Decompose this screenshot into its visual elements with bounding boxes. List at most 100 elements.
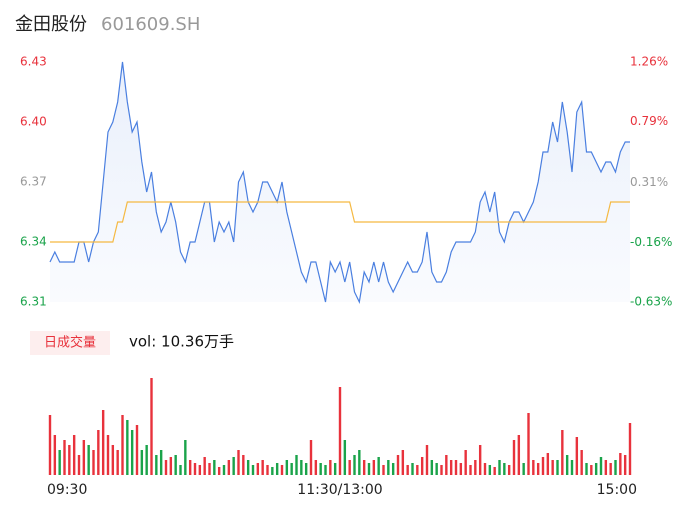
volume-bar	[222, 465, 226, 475]
volume-summary: vol: 10.36万手	[129, 333, 234, 351]
volume-bar	[377, 457, 380, 475]
volume-bar	[77, 455, 81, 475]
volume-bar	[237, 450, 240, 475]
x-tick-label: 11:30/13:00	[297, 482, 382, 498]
volume-bar	[338, 387, 342, 475]
volume-bar	[449, 460, 453, 475]
volume-bar	[82, 440, 86, 475]
volume-bar	[348, 460, 351, 475]
volume-bar	[242, 455, 245, 475]
volume-bar	[474, 460, 477, 475]
volume-bar	[164, 460, 168, 475]
price-line	[49, 61, 630, 304]
stock-code: 601609.SH	[101, 14, 200, 35]
volume-bar	[324, 465, 327, 475]
volume-bar	[280, 465, 284, 475]
volume-bar	[435, 463, 438, 475]
volume-bar	[188, 460, 192, 475]
volume-bar	[179, 465, 182, 475]
volume-bar	[290, 463, 293, 475]
volume-bar	[329, 460, 332, 475]
volume-bar	[155, 455, 158, 475]
volume-bar	[561, 430, 564, 475]
y2-tick-label: 1.26%	[630, 55, 668, 69]
volume-bar	[416, 465, 419, 475]
volume-bar	[130, 430, 134, 475]
volume-bar	[411, 463, 414, 475]
y2-tick-label: -0.63%	[630, 295, 672, 309]
volume-bar	[140, 450, 144, 475]
volume-bar	[169, 457, 173, 475]
volume-bar	[527, 413, 530, 475]
volume-bar	[304, 463, 308, 475]
stock-name: 金田股份	[15, 14, 87, 35]
volume-bar	[594, 463, 598, 475]
y2-tick-label: 0.31%	[630, 175, 668, 189]
volume-bar	[430, 460, 434, 475]
volume-bar	[121, 415, 124, 475]
volume-bar	[295, 455, 298, 475]
volume-bar	[445, 455, 448, 475]
volume-bar	[546, 453, 550, 475]
volume-bar	[87, 445, 90, 475]
volume-bar	[217, 467, 221, 475]
y2-tick-label: 0.79%	[630, 114, 668, 128]
y-tick-label: 6.37	[20, 175, 47, 189]
volume-bar	[203, 457, 206, 475]
y-tick-label: 6.43	[20, 55, 47, 69]
volume-bar	[343, 440, 347, 475]
volume-bar	[590, 465, 593, 475]
volume-bar	[556, 460, 559, 475]
volume-bar	[266, 465, 269, 475]
x-tick-label: 09:30	[47, 482, 87, 498]
volume-bar	[575, 437, 579, 475]
volume-bar	[396, 455, 400, 475]
volume-bar	[488, 465, 492, 475]
volume-bar	[614, 460, 617, 475]
volume-bar	[150, 378, 153, 475]
volume-bar	[92, 450, 95, 475]
volume-bar	[184, 440, 187, 475]
x-tick-label: 15:00	[597, 482, 637, 498]
volume-bar	[522, 463, 525, 475]
volume-bar	[406, 465, 409, 475]
y-tick-label: 6.40	[20, 115, 47, 129]
volume-bar	[256, 463, 260, 475]
volume-bar	[454, 460, 458, 475]
volume-bar	[623, 455, 627, 475]
volume-bar	[512, 440, 516, 475]
volume-bar	[106, 435, 110, 475]
volume-bar	[493, 467, 496, 475]
volume-bar	[227, 460, 231, 475]
volume-bar	[97, 430, 100, 475]
volume-bar	[126, 420, 129, 475]
volume-bar	[285, 460, 289, 475]
volume-bar	[585, 463, 588, 475]
volume-bar	[309, 440, 313, 475]
volume-bar	[53, 435, 57, 475]
volume-bar	[314, 460, 318, 475]
volume-bar	[193, 463, 197, 475]
volume-bar	[159, 450, 163, 475]
volume-bar	[198, 465, 202, 475]
volume-bar	[599, 457, 603, 475]
volume-bar	[580, 450, 583, 475]
volume-bar	[353, 455, 356, 475]
volume-label-box	[30, 331, 110, 355]
volume-bar	[609, 463, 612, 475]
volume-bar	[619, 453, 622, 475]
volume-bar	[464, 450, 467, 475]
y-tick-label: 6.34	[20, 235, 47, 249]
volume-bar	[551, 460, 554, 475]
volume-bar	[251, 465, 255, 475]
volume-bar	[58, 450, 61, 475]
volume-bar	[532, 460, 535, 475]
volume-bar	[478, 445, 482, 475]
volume-bar	[101, 410, 105, 475]
average-line	[50, 201, 630, 243]
volume-bar	[507, 465, 511, 475]
volume-bar	[372, 460, 376, 475]
volume-bar	[469, 465, 472, 475]
volume-bar	[440, 465, 443, 475]
